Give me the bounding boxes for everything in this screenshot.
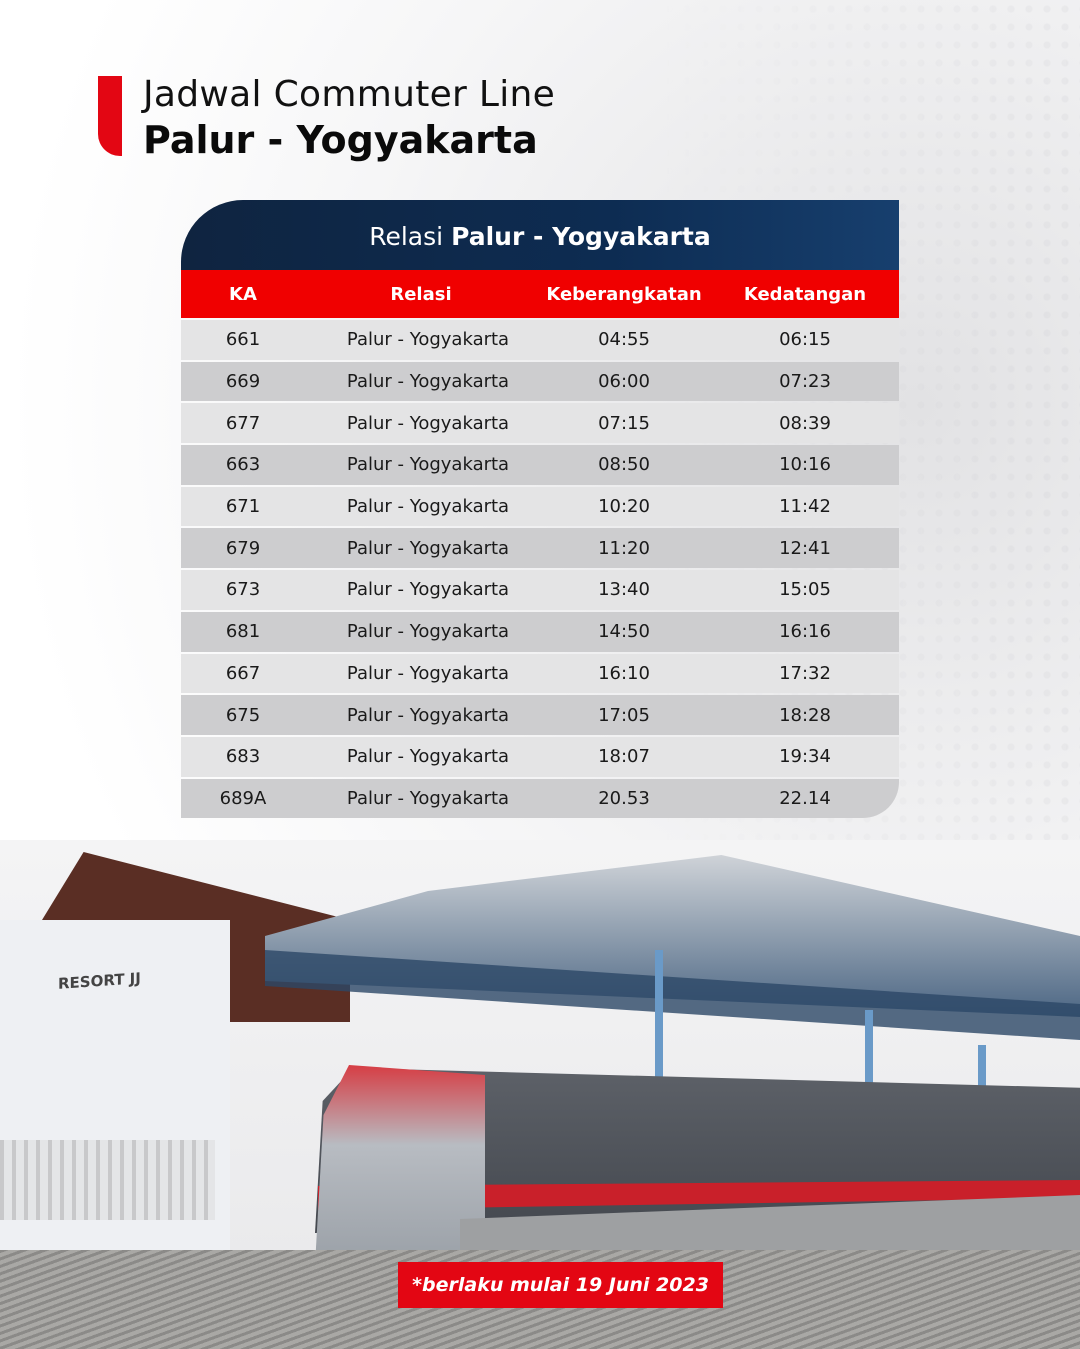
cell-kedatangan: 16:16 bbox=[779, 621, 831, 643]
cell-ka: 671 bbox=[225, 496, 261, 518]
cell-kedatangan: 17:32 bbox=[779, 662, 831, 684]
cell-kedatangan: 22.14 bbox=[779, 787, 831, 809]
column-header-kedatangan: Kedatangan bbox=[743, 283, 867, 305]
cell-relasi: Palur - Yogyakarta bbox=[346, 787, 510, 809]
cell-keberangkatan: 17:05 bbox=[598, 704, 650, 726]
cell-relasi: Palur - Yogyakarta bbox=[346, 329, 510, 351]
cell-kedatangan: 08:39 bbox=[779, 412, 831, 434]
cell-ka: 673 bbox=[225, 579, 261, 601]
cell-ka: 679 bbox=[225, 537, 261, 559]
cell-relasi: Palur - Yogyakarta bbox=[346, 579, 510, 601]
cell-keberangkatan: 14:50 bbox=[598, 621, 650, 643]
table-row: 677 Palur - Yogyakarta 07:15 08:39 bbox=[181, 403, 899, 444]
cell-ka: 681 bbox=[225, 621, 261, 643]
cell-keberangkatan: 18:07 bbox=[598, 746, 650, 768]
table-row: 671 Palur - Yogyakarta 10:20 11:42 bbox=[181, 486, 899, 527]
table-row: 667 Palur - Yogyakarta 16:10 17:32 bbox=[181, 653, 899, 694]
cell-kedatangan: 19:34 bbox=[779, 746, 831, 768]
train-front bbox=[315, 1065, 485, 1265]
cell-keberangkatan: 16:10 bbox=[598, 662, 650, 684]
cell-ka: 689A bbox=[219, 787, 267, 809]
fence bbox=[0, 1140, 215, 1220]
cell-relasi: Palur - Yogyakarta bbox=[346, 704, 510, 726]
cell-keberangkatan: 07:15 bbox=[598, 412, 650, 434]
table-body: 661 Palur - Yogyakarta 04:55 06:15 669 Palur … bbox=[181, 320, 899, 819]
cell-kedatangan: 07:23 bbox=[779, 371, 831, 393]
table-row: 673 Palur - Yogyakarta 13:40 15:05 bbox=[181, 570, 899, 610]
cell-ka: 661 bbox=[225, 329, 261, 351]
table-row: 681 Palur - Yogyakarta 14:50 16:16 bbox=[181, 611, 899, 652]
cell-keberangkatan: 08:50 bbox=[598, 454, 650, 476]
cell-kedatangan: 10:16 bbox=[779, 454, 831, 476]
cell-keberangkatan: 10:20 bbox=[598, 496, 650, 518]
cell-kedatangan: 12:41 bbox=[779, 537, 831, 559]
cell-ka: 669 bbox=[225, 371, 261, 393]
cell-relasi: Palur - Yogyakarta bbox=[346, 537, 510, 559]
cell-kedatangan: 15:05 bbox=[779, 579, 831, 601]
validity-note: *berlaku mulai 19 Juni 2023 bbox=[398, 1262, 723, 1308]
table-column-headers: KA Relasi Keberangkatan Kedatangan bbox=[181, 270, 899, 318]
cell-keberangkatan: 13:40 bbox=[598, 579, 650, 601]
cell-ka: 663 bbox=[225, 454, 261, 476]
table-row: 679 Palur - Yogyakarta 11:20 12:41 bbox=[181, 528, 899, 569]
table-row: 689A Palur - Yogyakarta 20.53 22.14 bbox=[181, 778, 899, 819]
page-title-line2: Palur - Yogyakarta bbox=[143, 118, 538, 162]
cell-ka: 677 bbox=[225, 412, 261, 434]
cell-relasi: Palur - Yogyakarta bbox=[346, 496, 510, 518]
cell-relasi: Palur - Yogyakarta bbox=[346, 371, 510, 393]
cell-keberangkatan: 06:00 bbox=[598, 371, 650, 393]
station-photo: RESORT JJ bbox=[0, 840, 1080, 1349]
table-title-route: Palur - Yogyakarta bbox=[451, 222, 711, 251]
table-row: 675 Palur - Yogyakarta 17:05 18:28 bbox=[181, 695, 899, 735]
cell-keberangkatan: 04:55 bbox=[598, 329, 650, 351]
cell-relasi: Palur - Yogyakarta bbox=[346, 746, 510, 768]
column-header-ka: KA bbox=[229, 283, 257, 305]
table-title: Relasi Palur - Yogyakarta bbox=[181, 200, 899, 270]
title-accent-bar bbox=[98, 76, 122, 156]
table-title-prefix: Relasi bbox=[369, 222, 444, 251]
cell-relasi: Palur - Yogyakarta bbox=[346, 454, 510, 476]
column-header-relasi: Relasi bbox=[390, 283, 452, 305]
cell-kedatangan: 18:28 bbox=[779, 704, 831, 726]
page-title-line1: Jadwal Commuter Line bbox=[143, 74, 556, 115]
cell-ka: 667 bbox=[225, 662, 261, 684]
table-row: 663 Palur - Yogyakarta 08:50 10:16 bbox=[181, 445, 899, 485]
cell-relasi: Palur - Yogyakarta bbox=[346, 621, 510, 643]
cell-relasi: Palur - Yogyakarta bbox=[346, 662, 510, 684]
cell-ka: 683 bbox=[225, 746, 261, 768]
cell-ka: 675 bbox=[225, 704, 261, 726]
cell-kedatangan: 11:42 bbox=[779, 496, 831, 518]
column-header-keberangkatan: Keberangkatan bbox=[546, 283, 702, 305]
table-row: 669 Palur - Yogyakarta 06:00 07:23 bbox=[181, 361, 899, 402]
cell-keberangkatan: 11:20 bbox=[598, 537, 650, 559]
schedule-table: Relasi Palur - Yogyakarta KA Relasi Kebe… bbox=[181, 200, 899, 819]
cell-relasi: Palur - Yogyakarta bbox=[346, 412, 510, 434]
cell-kedatangan: 06:15 bbox=[779, 329, 831, 351]
table-row: 683 Palur - Yogyakarta 18:07 19:34 bbox=[181, 736, 899, 777]
table-row: 661 Palur - Yogyakarta 04:55 06:15 bbox=[181, 320, 899, 360]
cell-keberangkatan: 20.53 bbox=[598, 787, 650, 809]
